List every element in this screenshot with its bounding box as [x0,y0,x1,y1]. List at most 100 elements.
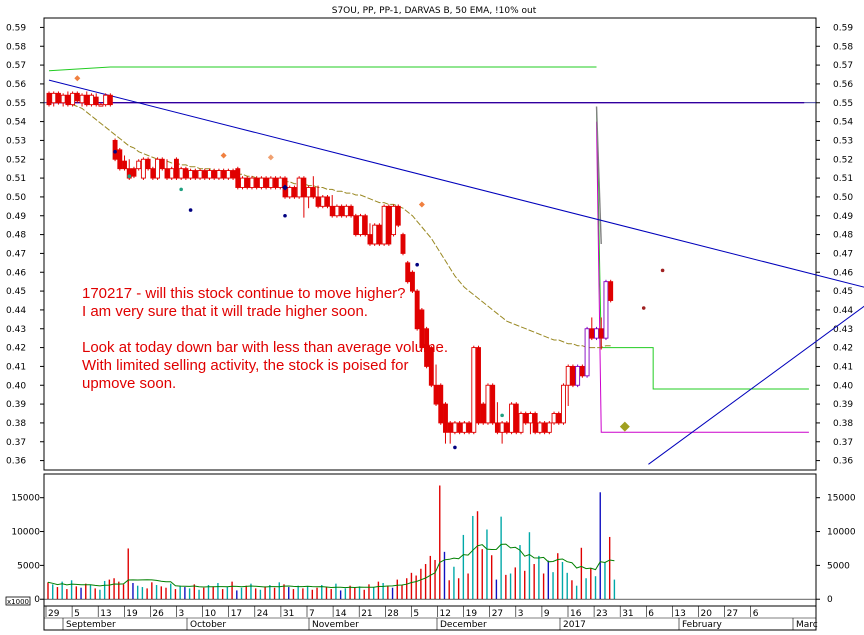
candle [358,213,363,237]
candle-body [575,365,581,386]
candle-body [216,170,222,179]
annotation-line: I am very sure that it will trade higher… [82,303,368,320]
candle-body [126,168,132,179]
date-tick-label: 27 [727,609,738,619]
candle [183,166,189,180]
candle-body [428,347,434,386]
candle-body [376,224,382,245]
candle [414,289,420,331]
volume-unit-label: x1000 [7,598,29,606]
ema-50-line [49,98,611,349]
price-tick-label: 0.54 [833,118,853,128]
candle [400,232,406,256]
annotation-line: Look at today down bar with less than av… [82,339,448,356]
candle [542,421,548,435]
signal-diamond [418,201,425,208]
candle-body [400,234,406,254]
candle-body [608,281,614,301]
signal-dot [641,306,646,310]
candle [504,421,510,435]
candle-body [84,94,90,106]
candle-body [494,422,500,433]
date-tick-label: 31 [283,609,294,619]
candle [296,176,302,199]
candle [381,204,387,246]
candle-body [277,177,283,188]
gap-line [595,106,602,245]
candle-body [561,384,566,424]
candle [225,168,231,180]
price-tick-label: 0.53 [833,136,853,146]
date-tick-label: 6 [648,609,654,619]
darvas-top-line [48,66,597,72]
candle [145,157,151,171]
candle-body [197,170,203,179]
date-tick-label: 10 [205,609,217,619]
price-tick-label: 0.58 [833,42,853,52]
candle-body [107,94,113,106]
price-tick-label: 0.56 [833,80,853,90]
candle [409,270,415,293]
candle-body [409,271,415,292]
candle [46,91,52,107]
candle-body [433,384,439,405]
candle-body [173,158,179,179]
candle [565,364,571,406]
candle-body [273,177,279,188]
candle [315,185,321,209]
candle-body [291,187,297,198]
candle [339,204,345,218]
candle [155,157,161,180]
price-tick-label: 0.51 [833,174,853,184]
date-tick-label: 26 [152,609,164,619]
price-tick-label: 0.42 [6,344,26,354]
candle-body [79,94,85,104]
candle-body [301,177,307,198]
date-tick-label: 3 [518,609,524,619]
price-tick-label: 0.48 [6,231,26,241]
price-tick-label: 0.53 [6,136,26,146]
candle [480,402,486,425]
candle-body [268,177,274,188]
volume-tick-label: 15000 [827,494,856,504]
candle-body [348,205,354,217]
volume-unit-box [5,596,31,606]
candle-body [74,92,80,102]
price-tick-label: 0.58 [6,42,26,52]
candle-body [509,403,515,433]
candle-body [249,177,255,188]
price-tick-label: 0.55 [6,99,26,109]
candle-body [192,170,198,179]
candle [334,204,340,218]
candle-body [230,170,236,179]
price-tick-label: 0.44 [833,306,853,316]
price-tick-label: 0.49 [833,212,853,222]
uptrend-line [648,305,864,465]
candle [584,326,590,378]
price-tick-label: 0.46 [833,268,853,278]
candle [84,91,90,107]
candle-body [202,170,208,179]
signal-diamond [74,75,81,82]
candle-body [598,328,604,339]
candle [608,279,614,303]
candle [556,411,562,425]
date-tick-label: 7 [309,609,315,619]
signal-dot [113,149,117,154]
candle-body [122,160,127,170]
price-tick-label: 0.44 [6,306,26,316]
candle-body [551,413,557,424]
candle-body [414,290,420,330]
month-label: December [440,620,487,630]
candle [325,195,330,209]
price-tick-label: 0.52 [6,155,26,165]
date-tick-label: 21 [361,609,372,619]
candle [216,168,222,180]
candle-body [372,224,378,245]
candle [353,213,359,237]
candle [329,195,335,218]
candle [207,168,212,180]
candle-body [325,196,330,207]
candle [240,176,245,190]
